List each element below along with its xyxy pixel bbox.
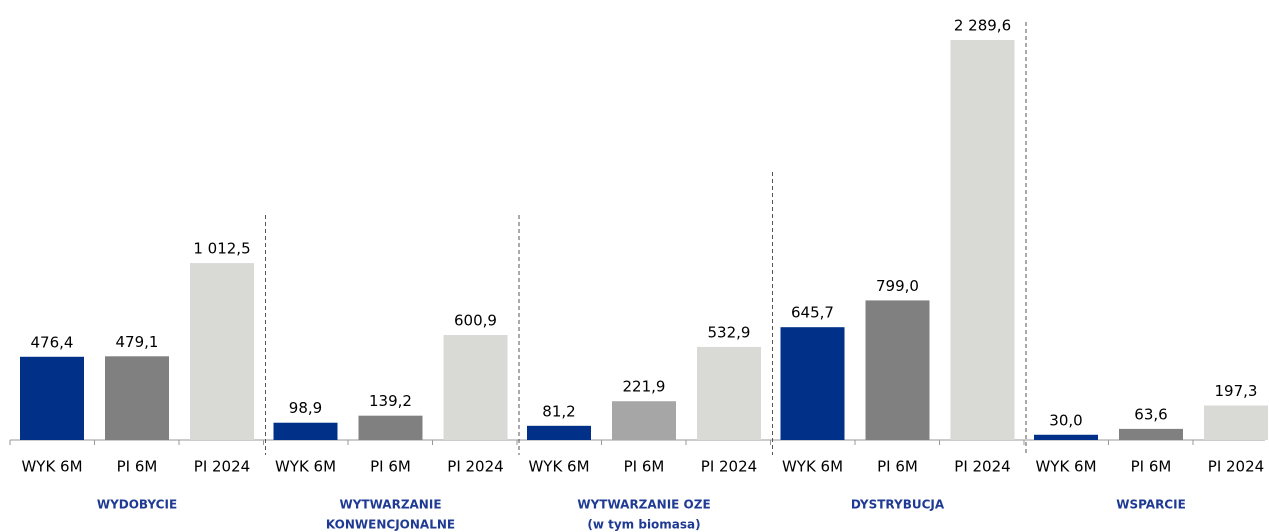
- x-tick-label: PI 6M: [624, 458, 665, 476]
- x-tick-label: PI 2024: [701, 458, 757, 476]
- x-tick-label: WYK 6M: [275, 458, 336, 476]
- group-label: DYSTRYBUCJA: [851, 498, 945, 512]
- bar: [190, 263, 254, 440]
- x-tick-label: WYK 6M: [21, 458, 82, 476]
- bar: [1204, 405, 1268, 440]
- bar: [358, 415, 423, 440]
- bar: [105, 356, 169, 440]
- x-tick-label: PI 2024: [1208, 458, 1264, 476]
- bar: [20, 356, 84, 440]
- x-tick-label: PI 2024: [194, 458, 250, 476]
- bar: [950, 40, 1015, 440]
- bar: [697, 346, 761, 440]
- x-tick-label: PI 6M: [1131, 458, 1172, 476]
- x-tick-label: PI 6M: [117, 458, 158, 476]
- x-tick-label: PI 6M: [370, 458, 411, 476]
- data-label: 81,2: [542, 402, 575, 420]
- data-label: 1 012,5: [193, 240, 250, 258]
- bar: [780, 327, 845, 440]
- x-tick-label: WYK 6M: [528, 458, 589, 476]
- data-label: 197,3: [1215, 382, 1258, 400]
- bar: [273, 422, 338, 440]
- bar: [1119, 428, 1183, 440]
- x-tick-label: WYK 6M: [782, 458, 843, 476]
- x-tick-label: PI 6M: [877, 458, 918, 476]
- data-label: 479,1: [116, 333, 159, 351]
- bar: [443, 335, 508, 440]
- data-label: 63,6: [1134, 405, 1167, 423]
- group-label: WSPARCIE: [1116, 498, 1186, 512]
- data-label: 221,9: [623, 378, 666, 396]
- bar: [865, 300, 930, 440]
- data-label: 30,0: [1049, 411, 1082, 429]
- data-label: 98,9: [289, 399, 322, 417]
- x-tick-label: PI 2024: [447, 458, 503, 476]
- data-label: 2 289,6: [954, 17, 1011, 35]
- group-label: (w tym biomasa): [587, 518, 700, 532]
- x-tick-label: WYK 6M: [1035, 458, 1096, 476]
- data-label: 600,9: [454, 312, 497, 330]
- group-label: WYTWARZANIE OZE: [577, 498, 710, 512]
- group-label: KONWENCJONALNE: [326, 518, 455, 532]
- data-label: 532,9: [708, 323, 751, 341]
- x-tick-label: PI 2024: [954, 458, 1010, 476]
- data-label: 139,2: [369, 392, 412, 410]
- group-label: WYDOBYCIE: [97, 498, 177, 512]
- data-label: 799,0: [876, 277, 919, 295]
- group-label: WYTWARZANIE: [339, 498, 441, 512]
- bar: [612, 401, 676, 440]
- data-label: 476,4: [31, 333, 74, 351]
- data-label: 645,7: [791, 304, 834, 322]
- bar: [1034, 434, 1098, 440]
- bar: [527, 425, 591, 440]
